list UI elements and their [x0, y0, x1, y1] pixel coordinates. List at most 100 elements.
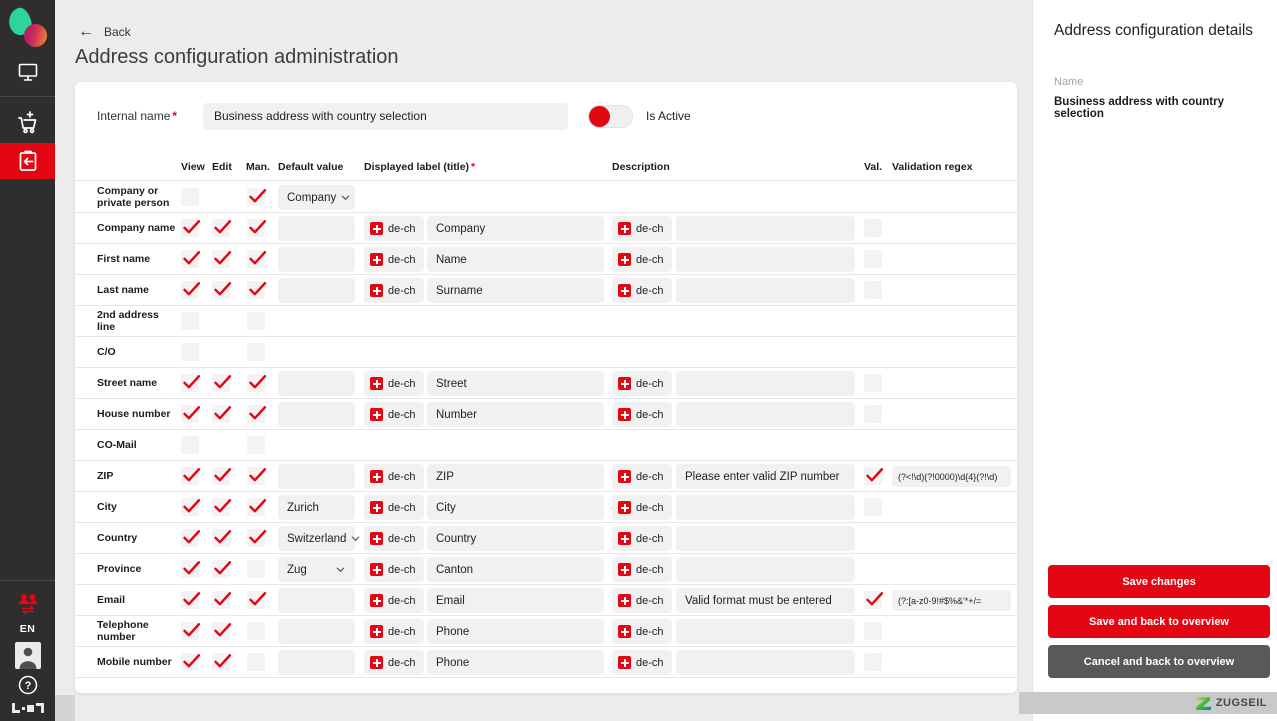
edit-checkbox[interactable] [212, 281, 232, 299]
default-value-select[interactable]: Company [278, 185, 355, 210]
view-checkbox[interactable] [181, 405, 201, 423]
description-input[interactable] [676, 278, 855, 303]
displayed-label-input[interactable] [427, 402, 604, 427]
locale-chip[interactable]: de-ch [612, 619, 672, 644]
locale-chip[interactable]: de-ch [612, 371, 672, 396]
mandatory-checkbox[interactable] [247, 529, 267, 547]
locale-chip[interactable]: de-ch [612, 402, 672, 427]
displayed-label-input[interactable] [427, 526, 604, 551]
validation-checkbox[interactable] [864, 653, 882, 671]
edit-checkbox[interactable] [212, 219, 232, 237]
mandatory-checkbox[interactable] [247, 312, 265, 330]
description-input[interactable] [676, 588, 855, 613]
mandatory-checkbox[interactable] [247, 498, 267, 516]
description-input[interactable] [676, 526, 855, 551]
default-value-input[interactable] [278, 402, 355, 427]
sidebar-item-address-configurations[interactable] [0, 143, 55, 179]
validation-checkbox[interactable] [864, 374, 882, 392]
default-value-input[interactable] [278, 619, 355, 644]
description-input[interactable] [676, 247, 855, 272]
locale-chip[interactable]: de-ch [612, 650, 672, 675]
view-checkbox[interactable] [181, 281, 201, 299]
view-checkbox[interactable] [181, 467, 201, 485]
edit-checkbox[interactable] [212, 653, 232, 671]
view-checkbox[interactable] [181, 312, 199, 330]
displayed-label-input[interactable] [427, 495, 604, 520]
mandatory-checkbox[interactable] [247, 374, 267, 392]
help-button[interactable]: ? [0, 671, 55, 699]
description-input[interactable] [676, 216, 855, 241]
default-value-select[interactable]: Switzerland [278, 526, 360, 551]
validation-regex-input[interactable] [892, 590, 1011, 611]
view-checkbox[interactable] [181, 188, 199, 206]
locale-chip[interactable]: de-ch [612, 464, 672, 489]
view-checkbox[interactable] [181, 436, 199, 454]
locale-chip[interactable]: de-ch [364, 495, 424, 520]
edit-checkbox[interactable] [212, 374, 232, 392]
locale-chip[interactable]: de-ch [364, 619, 424, 644]
validation-checkbox[interactable] [864, 219, 882, 237]
displayed-label-input[interactable] [427, 557, 604, 582]
validation-checkbox[interactable] [864, 405, 882, 423]
default-value-select[interactable]: Zug [278, 557, 355, 582]
view-checkbox[interactable] [181, 560, 201, 578]
locale-chip[interactable]: de-ch [364, 278, 424, 303]
mandatory-checkbox[interactable] [247, 467, 267, 485]
locale-chip[interactable]: de-ch [612, 526, 672, 551]
description-input[interactable] [676, 371, 855, 396]
locale-chip[interactable]: de-ch [364, 650, 424, 675]
save-and-back-button[interactable]: Save and back to overview [1048, 605, 1270, 638]
displayed-label-input[interactable] [427, 371, 604, 396]
description-input[interactable] [676, 619, 855, 644]
back-button[interactable]: ← Back [78, 24, 131, 40]
sidebar-item-user-switch[interactable] [0, 587, 55, 619]
mandatory-checkbox[interactable] [247, 405, 267, 423]
default-value-input[interactable] [278, 278, 355, 303]
default-value-input[interactable] [278, 464, 355, 489]
validation-checkbox[interactable] [864, 250, 882, 268]
validation-checkbox[interactable] [864, 281, 882, 299]
displayed-label-input[interactable] [427, 650, 604, 675]
mandatory-checkbox[interactable] [247, 343, 265, 361]
locale-chip[interactable]: de-ch [364, 464, 424, 489]
view-checkbox[interactable] [181, 250, 201, 268]
description-input[interactable] [676, 402, 855, 427]
view-checkbox[interactable] [181, 374, 201, 392]
sidebar-item-shop[interactable] [0, 103, 55, 143]
default-value-input[interactable] [278, 650, 355, 675]
validation-checkbox[interactable] [864, 591, 884, 609]
locale-chip[interactable]: de-ch [612, 495, 672, 520]
displayed-label-input[interactable] [427, 619, 604, 644]
displayed-label-input[interactable] [427, 278, 604, 303]
description-input[interactable] [676, 557, 855, 582]
displayed-label-input[interactable] [427, 216, 604, 241]
cancel-and-back-button[interactable]: Cancel and back to overview [1048, 645, 1270, 678]
default-value-input[interactable] [278, 371, 355, 396]
view-checkbox[interactable] [181, 529, 201, 547]
default-value-input[interactable] [278, 588, 355, 613]
locale-chip[interactable]: de-ch [364, 588, 424, 613]
locale-chip[interactable]: de-ch [364, 402, 424, 427]
edit-checkbox[interactable] [212, 405, 232, 423]
edit-checkbox[interactable] [212, 622, 232, 640]
edit-checkbox[interactable] [212, 250, 232, 268]
mandatory-checkbox[interactable] [247, 653, 265, 671]
mandatory-checkbox[interactable] [247, 219, 267, 237]
mandatory-checkbox[interactable] [247, 188, 267, 206]
edit-checkbox[interactable] [212, 560, 232, 578]
view-checkbox[interactable] [181, 219, 201, 237]
language-label[interactable]: EN [19, 623, 36, 635]
internal-name-input[interactable] [203, 102, 568, 130]
edit-checkbox[interactable] [212, 498, 232, 516]
description-input[interactable] [676, 650, 855, 675]
app-logo[interactable] [5, 5, 48, 48]
validation-checkbox[interactable] [864, 467, 884, 485]
displayed-label-input[interactable] [427, 588, 604, 613]
locale-chip[interactable]: de-ch [612, 588, 672, 613]
validation-regex-input[interactable] [892, 466, 1011, 487]
mandatory-checkbox[interactable] [247, 622, 265, 640]
view-checkbox[interactable] [181, 498, 201, 516]
mandatory-checkbox[interactable] [247, 591, 267, 609]
save-changes-button[interactable]: Save changes [1048, 565, 1270, 598]
locale-chip[interactable]: de-ch [612, 216, 672, 241]
